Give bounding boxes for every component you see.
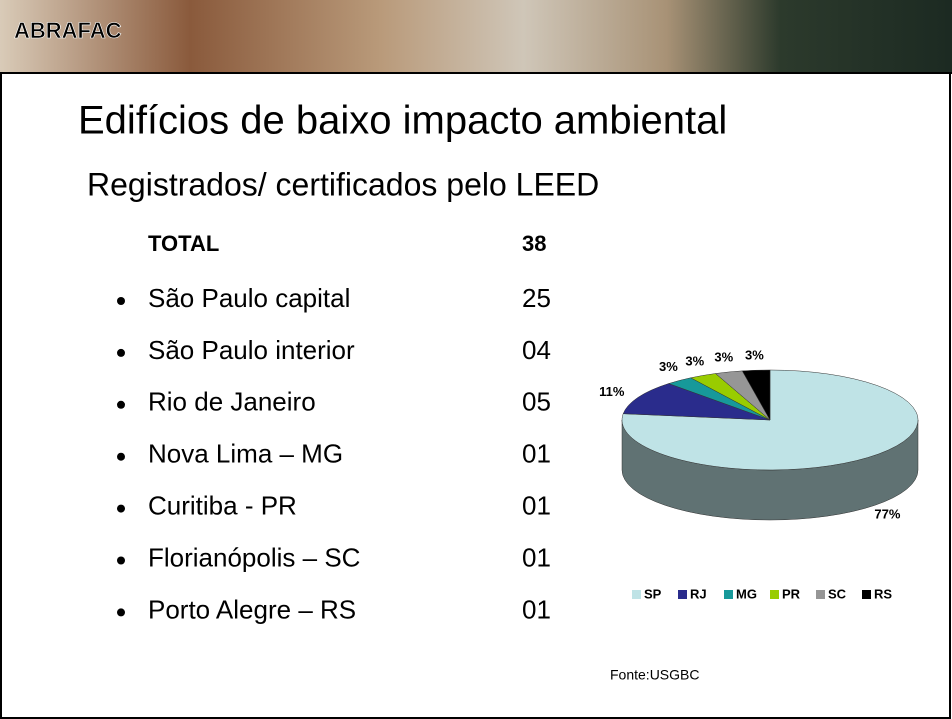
- row-value: 05: [522, 387, 551, 417]
- legend-label: RJ: [690, 586, 707, 601]
- legend-swatch: [862, 590, 871, 599]
- legend-label: SP: [644, 586, 662, 601]
- total-label: TOTAL: [148, 231, 219, 256]
- row-value: 01: [522, 439, 551, 469]
- row-value: 04: [522, 335, 551, 365]
- bullet: [117, 297, 125, 305]
- bullet: [117, 505, 125, 513]
- legend-swatch: [632, 590, 641, 599]
- data-label: 3%: [745, 348, 764, 363]
- legend-label: SC: [828, 586, 847, 601]
- legend-label: RS: [874, 586, 892, 601]
- legend-swatch: [816, 590, 825, 599]
- row-value: 25: [522, 283, 551, 313]
- legend-swatch: [678, 590, 687, 599]
- data-label: 3%: [685, 354, 704, 369]
- row-label: Porto Alegre – RS: [148, 594, 356, 624]
- total-value: 38: [522, 231, 546, 256]
- source: Fonte:USGBC: [610, 667, 699, 683]
- row-label: São Paulo interior: [148, 335, 355, 365]
- row-label: Rio de Janeiro: [148, 387, 316, 417]
- subtitle: Registrados/ certificados pelo LEED: [87, 166, 599, 202]
- header-banner: [0, 0, 952, 72]
- row-label: Curitiba - PR: [148, 490, 297, 520]
- data-label: 3%: [714, 350, 733, 365]
- legend-label: PR: [782, 586, 801, 601]
- data-label: 11%: [599, 384, 625, 399]
- legend-label: MG: [736, 586, 757, 601]
- bullet: [117, 557, 125, 565]
- row-value: 01: [522, 542, 551, 572]
- slide: ABRAFAC Edifícios de baixo impacto ambie…: [0, 0, 952, 719]
- logo: ABRAFAC: [14, 18, 122, 43]
- data-label: 3%: [659, 359, 678, 374]
- row-label: Nova Lima – MG: [148, 439, 343, 469]
- row-label: Florianópolis – SC: [148, 542, 360, 572]
- row-value: 01: [522, 594, 551, 624]
- title: Edifícios de baixo impacto ambiental: [78, 99, 727, 143]
- bullet: [117, 608, 125, 616]
- legend-swatch: [724, 590, 733, 599]
- bullet: [117, 401, 125, 409]
- bullet: [117, 453, 125, 461]
- row-value: 01: [522, 490, 551, 520]
- row-label: São Paulo capital: [148, 283, 350, 313]
- bullet: [117, 349, 125, 357]
- legend-swatch: [770, 590, 779, 599]
- data-label: 77%: [874, 506, 900, 521]
